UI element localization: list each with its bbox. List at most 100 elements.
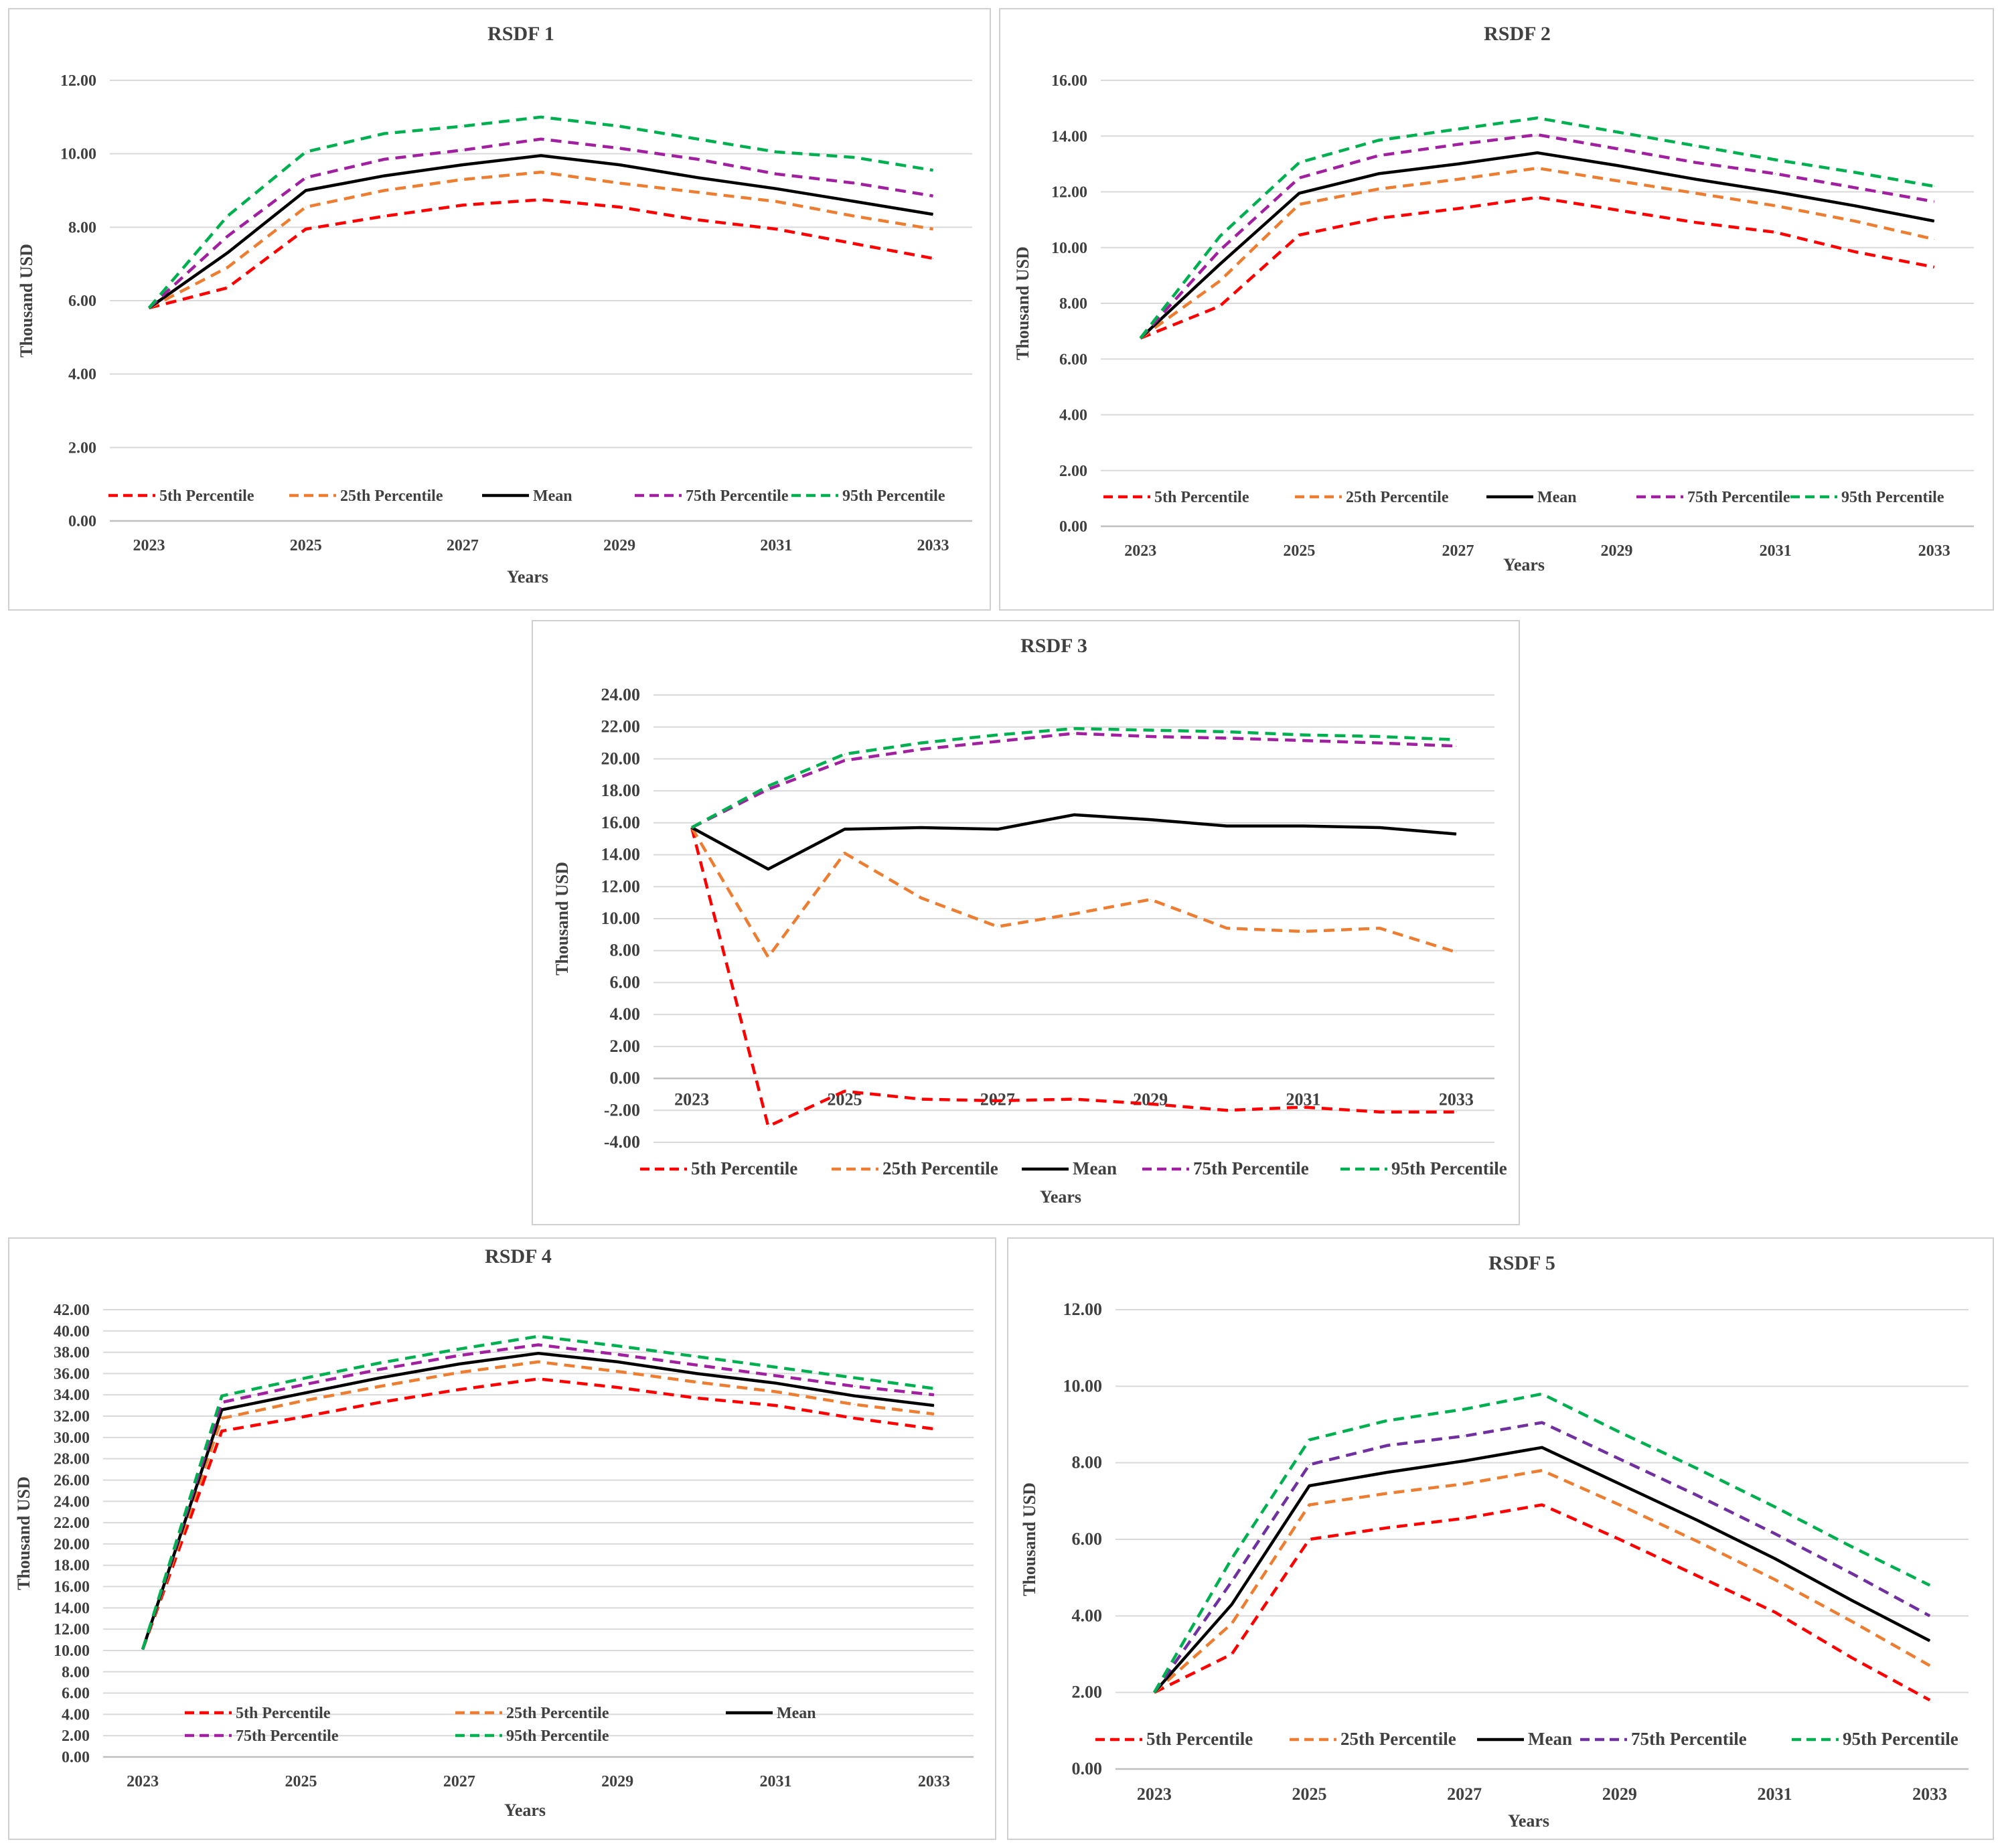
data-point-25th-percentile xyxy=(696,1381,697,1383)
data-point-25th-percentile xyxy=(854,1404,856,1405)
data-point-95th-percentile xyxy=(933,1388,935,1389)
legend-label-75th-percentile: 75th Percentile xyxy=(686,487,789,505)
y-tick-label: 10.00 xyxy=(60,146,96,163)
data-point-5th-percentile xyxy=(1378,218,1379,219)
y-tick-label: 14.00 xyxy=(1051,128,1087,145)
x-tick-label: 2029 xyxy=(1602,1784,1637,1804)
y-tick-label: 2.00 xyxy=(1072,1683,1103,1702)
data-point-95th-percentile xyxy=(305,151,307,153)
x-tick-label: 2031 xyxy=(760,1773,792,1790)
data-point-75th-percentile xyxy=(1309,1464,1310,1466)
data-point-mean xyxy=(854,1395,856,1397)
y-tick-label: 32.00 xyxy=(54,1408,90,1426)
data-point-5th-percentile xyxy=(1219,305,1221,307)
data-point-95th-percentile xyxy=(1695,145,1697,147)
y-tick-label: 8.00 xyxy=(610,941,641,960)
series-line-75th-percentile xyxy=(691,732,1456,830)
y-tick-label: 20.00 xyxy=(54,1536,90,1553)
data-point-25th-percentile xyxy=(933,1413,935,1415)
legend-label-25th-percentile: 25th Percentile xyxy=(1340,1729,1456,1749)
data-point-95th-percentile xyxy=(1073,728,1075,729)
y-tick-label: 10.00 xyxy=(1051,240,1087,257)
chart-panel-rsdf3: RSDF 3 -4.00 -2.00 0.00 2.00 4.00 6.00 8.00 10.0… xyxy=(532,620,1520,1225)
chart-rsdf4: RSDF 4 0.00 2.00 4.00 6.00 8.00 10.00 12.00 14.0… xyxy=(14,1245,974,1820)
y-tick-label: 20.00 xyxy=(601,749,641,768)
series-line-95th-percentile xyxy=(147,115,933,309)
data-point-95th-percentile xyxy=(1616,131,1618,133)
series-line-25th-percentile xyxy=(1153,1468,1931,1694)
y-tick-label: 6.00 xyxy=(68,293,96,310)
x-tick-label: 2025 xyxy=(290,537,322,554)
data-point-mean xyxy=(933,1405,935,1406)
legend-label-5th-percentile: 5th Percentile xyxy=(1154,489,1249,506)
y-tick-label: -4.00 xyxy=(604,1132,640,1152)
y-tick-label: 6.00 xyxy=(1059,351,1087,368)
data-point-mean xyxy=(617,1361,618,1363)
data-point-5th-percentile xyxy=(1537,197,1538,198)
data-point-75th-percentile xyxy=(1619,1458,1620,1460)
y-tick-label: 24.00 xyxy=(54,1493,90,1511)
data-point-5th-percentile xyxy=(227,287,228,289)
y-tick-label: 10.00 xyxy=(54,1642,90,1660)
data-point-5th-percentile xyxy=(775,1405,777,1406)
data-point-25th-percentile xyxy=(305,206,307,208)
data-point-95th-percentile xyxy=(1219,236,1221,237)
data-point-25th-percentile xyxy=(997,926,998,927)
data-point-mean xyxy=(1774,1558,1775,1559)
legend-label-5th-percentile: 5th Percentile xyxy=(691,1158,797,1178)
y-tick-label: 10.00 xyxy=(601,909,641,928)
legend-label-95th-percentile: 95th Percentile xyxy=(506,1727,609,1745)
data-point-25th-percentile xyxy=(1851,1621,1853,1622)
x-tick-label: 2027 xyxy=(443,1773,475,1790)
data-point-25th-percentile xyxy=(1541,1470,1543,1471)
data-point-95th-percentile xyxy=(1541,1393,1543,1395)
data-point-25th-percentile xyxy=(1150,899,1151,900)
series-line-95th-percentile xyxy=(1152,1392,1931,1693)
data-point-95th-percentile xyxy=(775,151,777,153)
x-tick-label: 2029 xyxy=(1601,542,1633,560)
series-line-5th-percentile xyxy=(1140,196,1935,340)
data-point-5th-percentile xyxy=(617,1387,618,1388)
y-tick-label: 14.00 xyxy=(54,1600,90,1617)
series-line-5th-percentile xyxy=(690,827,1456,1128)
data-point-25th-percentile xyxy=(775,1391,777,1392)
data-point-mean xyxy=(1775,191,1776,192)
y-tick-label: 0.00 xyxy=(610,1069,641,1088)
y-tick-label: 12.00 xyxy=(54,1621,90,1638)
data-point-75th-percentile xyxy=(1303,740,1304,741)
y-tick-label: 38.00 xyxy=(54,1344,90,1362)
chart-title: RSDF 1 xyxy=(487,23,554,45)
chart-title: RSDF 5 xyxy=(1488,1252,1555,1274)
data-point-5th-percentile xyxy=(933,1428,935,1430)
data-point-5th-percentile xyxy=(1619,1539,1620,1540)
y-tick-label: 18.00 xyxy=(601,781,641,800)
x-tick-label: 2023 xyxy=(127,1773,159,1790)
data-point-95th-percentile xyxy=(696,1356,697,1357)
data-point-mean xyxy=(844,828,845,830)
data-point-mean xyxy=(1309,1485,1310,1486)
data-point-95th-percentile xyxy=(1537,117,1538,119)
y-tick-label: 4.00 xyxy=(62,1706,90,1723)
series-line-95th-percentile xyxy=(691,726,1456,829)
y-tick-label: 10.00 xyxy=(1063,1376,1103,1395)
y-tick-label: 30.00 xyxy=(54,1430,90,1447)
data-point-25th-percentile xyxy=(1298,204,1300,205)
data-point-mean xyxy=(854,201,855,202)
chart-panel-rsdf4: RSDF 4 0.00 2.00 4.00 6.00 8.00 10.00 12.00 14.0… xyxy=(8,1237,996,1840)
y-tick-label: 12.00 xyxy=(601,876,641,896)
y-axis-label: Thousand USD xyxy=(1013,246,1032,360)
x-tick-label: 2025 xyxy=(1283,542,1315,560)
chart-rsdf2: RSDF 2 0.00 2.00 4.00 6.00 8.00 10.00 12.00 14.0… xyxy=(1013,23,1974,574)
series-line-5th-percentile xyxy=(141,1377,935,1650)
x-axis-label: Years xyxy=(504,1800,546,1820)
data-point-25th-percentile xyxy=(1231,1623,1233,1624)
data-point-75th-percentile xyxy=(1298,177,1300,179)
y-tick-label: 34.00 xyxy=(54,1387,90,1404)
data-point-mean xyxy=(1298,193,1300,194)
y-axis-label: Thousand USD xyxy=(552,862,572,976)
x-tick-label: 2023 xyxy=(133,537,165,554)
data-point-75th-percentile xyxy=(538,1344,539,1345)
data-point-mean xyxy=(227,252,228,254)
x-tick-label: 2029 xyxy=(601,1773,633,1790)
legend-label-25th-percentile: 25th Percentile xyxy=(506,1705,609,1722)
